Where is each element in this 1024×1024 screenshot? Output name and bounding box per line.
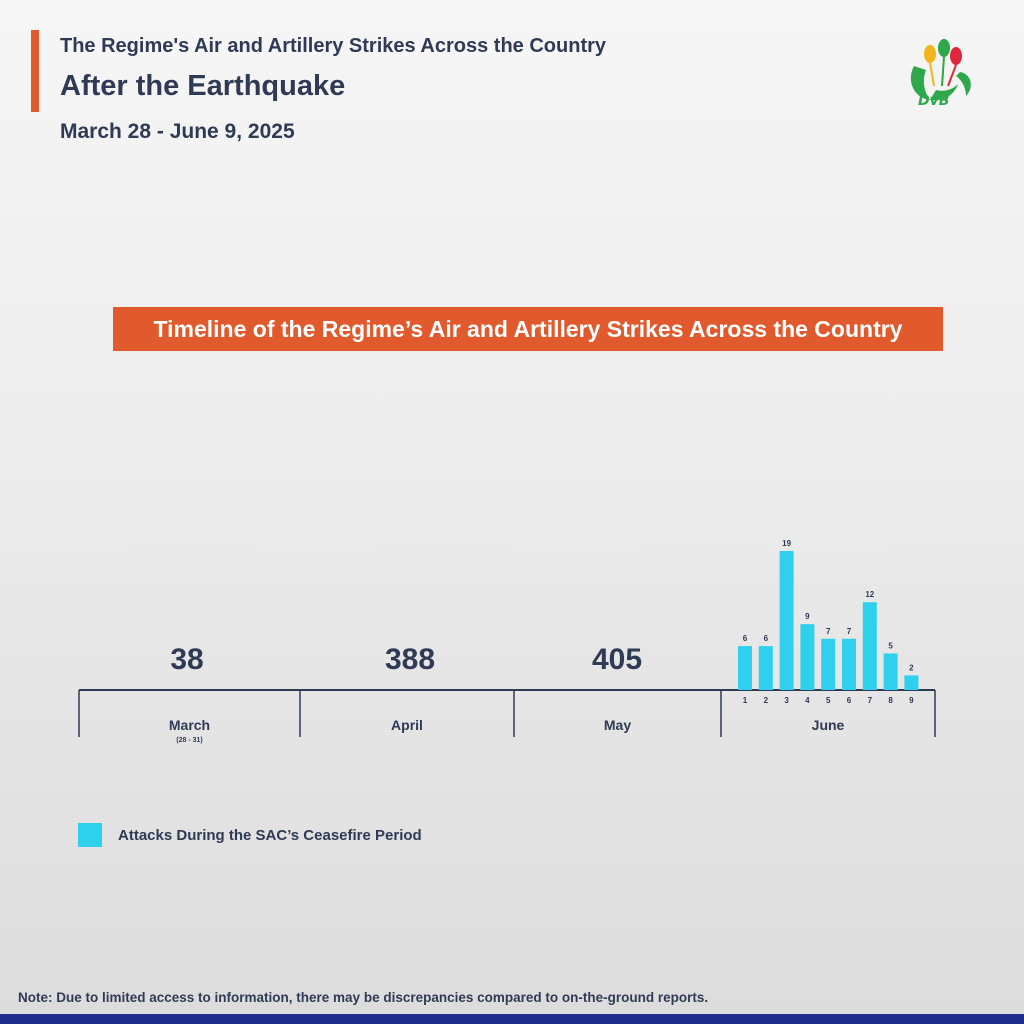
- legend-swatch: [78, 823, 102, 847]
- chart-banner-title: Timeline of the Regime’s Air and Artille…: [113, 307, 943, 351]
- june-bar-3: [779, 551, 794, 690]
- month-total-march: 38: [170, 643, 203, 676]
- june-day-tick-2: 2: [764, 696, 769, 705]
- month-label-april: April: [391, 717, 423, 733]
- june-bar-5: [821, 638, 836, 690]
- month-total-april: 388: [385, 643, 435, 676]
- month-label-may: May: [604, 717, 631, 733]
- june-day-tick-3: 3: [784, 696, 789, 705]
- june-bar-value-9: 2: [909, 663, 914, 672]
- june-day-tick-7: 7: [868, 696, 873, 705]
- legend-label: Attacks During the SAC’s Ceasefire Perio…: [118, 827, 422, 844]
- footer-bar: [0, 1014, 1024, 1024]
- june-bar-value-4: 9: [805, 612, 810, 621]
- title-accent-bar: [31, 30, 39, 112]
- june-bar-4: [800, 624, 815, 690]
- june-day-tick-9: 9: [909, 696, 914, 705]
- june-bar-value-3: 19: [782, 539, 791, 548]
- month-label-march: March: [169, 717, 210, 733]
- june-day-tick-6: 6: [847, 696, 852, 705]
- date-range: March 28 - June 9, 2025: [60, 120, 295, 143]
- month-sublabel-march: (28 - 31): [176, 737, 202, 744]
- june-bar-value-5: 7: [826, 627, 831, 636]
- dvb-logo-icon: [910, 39, 971, 101]
- footnote: Note: Due to limited access to informati…: [18, 990, 709, 1005]
- june-bar-value-8: 5: [888, 641, 893, 650]
- june-bar-value-7: 12: [865, 590, 874, 599]
- month-label-june: June: [812, 717, 845, 733]
- june-day-tick-8: 8: [888, 696, 893, 705]
- june-bar-1: [738, 646, 752, 690]
- june-day-tick-1: 1: [743, 696, 748, 705]
- june-bar-value-2: 6: [764, 634, 769, 643]
- headline-title: After the Earthquake: [60, 70, 346, 102]
- june-bar-6: [842, 638, 856, 690]
- june-bar-7: [862, 602, 877, 690]
- june-bar-8: [883, 653, 898, 690]
- june-day-tick-5: 5: [826, 696, 831, 705]
- month-total-may: 405: [592, 643, 642, 676]
- june-day-tick-4: 4: [805, 696, 810, 705]
- june-bar-value-1: 6: [743, 634, 748, 643]
- kicker-title: The Regime's Air and Artillery Strikes A…: [60, 35, 607, 57]
- june-bar-9: [904, 675, 919, 690]
- dvb-logo-text: DvB: [918, 93, 950, 109]
- june-bar-value-6: 7: [847, 627, 852, 636]
- june-bar-2: [758, 646, 773, 690]
